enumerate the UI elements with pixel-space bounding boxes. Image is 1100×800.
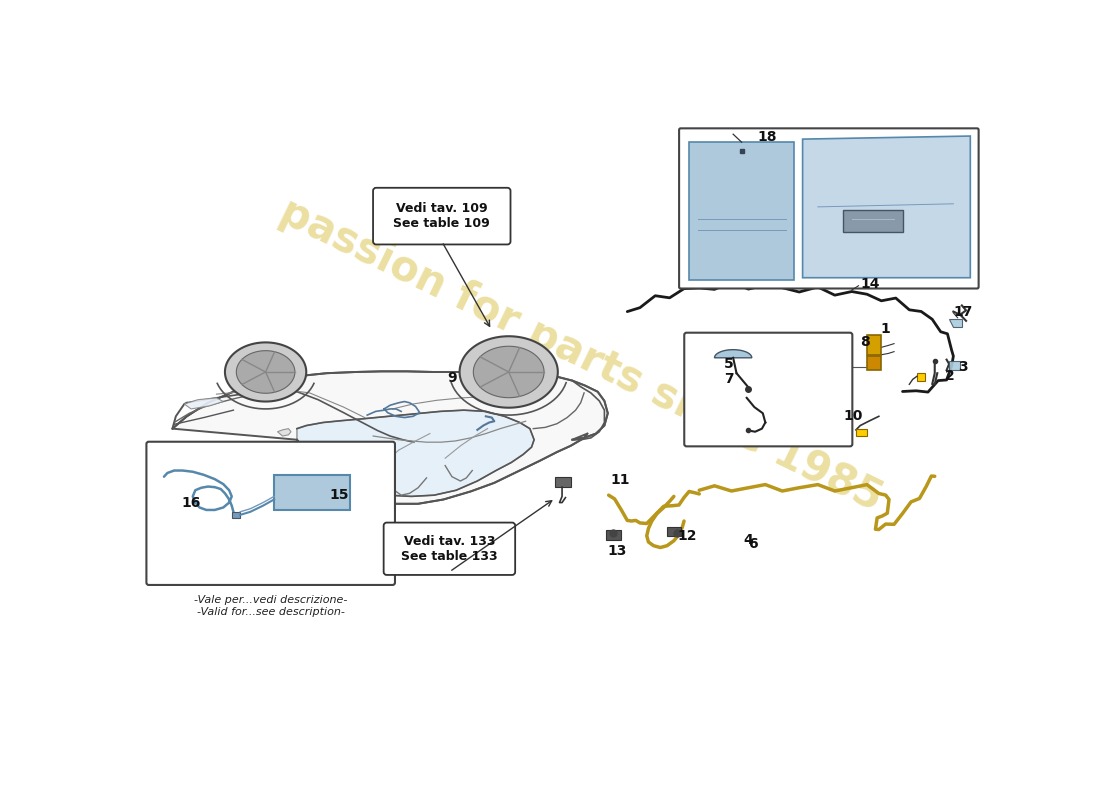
Polygon shape [803, 136, 970, 278]
Text: 9: 9 [447, 371, 456, 385]
Polygon shape [473, 346, 544, 398]
Polygon shape [949, 319, 961, 327]
Polygon shape [232, 512, 240, 518]
Text: 13: 13 [607, 544, 627, 558]
Text: 6: 6 [748, 537, 758, 551]
Polygon shape [274, 475, 350, 510]
Text: 18: 18 [757, 130, 777, 144]
Polygon shape [667, 527, 681, 537]
Text: 3: 3 [958, 360, 968, 374]
Text: 14: 14 [860, 277, 880, 291]
Polygon shape [226, 342, 306, 402]
Polygon shape [689, 142, 794, 279]
Text: passion for parts since 1985: passion for parts since 1985 [273, 190, 889, 519]
Polygon shape [236, 350, 295, 394]
Polygon shape [917, 373, 925, 381]
FancyBboxPatch shape [384, 522, 515, 575]
Text: -Vale per...vedi descrizione-
-Valid for...see description-: -Vale per...vedi descrizione- -Valid for… [194, 595, 348, 617]
Text: 10: 10 [844, 410, 864, 423]
Text: 7: 7 [724, 372, 734, 386]
FancyBboxPatch shape [146, 442, 395, 585]
FancyBboxPatch shape [373, 188, 510, 245]
Text: 16: 16 [182, 495, 201, 510]
Text: 5: 5 [724, 357, 734, 371]
Text: 2: 2 [945, 370, 955, 383]
Polygon shape [844, 210, 902, 231]
FancyBboxPatch shape [679, 128, 979, 289]
Polygon shape [185, 398, 223, 409]
Polygon shape [173, 371, 608, 504]
Polygon shape [867, 335, 881, 354]
Text: Vedi tav. 109
See table 109: Vedi tav. 109 See table 109 [394, 202, 491, 230]
Text: 8: 8 [860, 335, 870, 350]
Text: 17: 17 [953, 305, 972, 318]
Text: 12: 12 [678, 530, 697, 543]
Polygon shape [606, 530, 621, 539]
Polygon shape [277, 429, 292, 436]
Polygon shape [949, 361, 960, 370]
Text: 15: 15 [330, 488, 349, 502]
Polygon shape [460, 336, 558, 408]
Polygon shape [856, 429, 867, 436]
FancyBboxPatch shape [684, 333, 853, 446]
Text: 4: 4 [744, 533, 754, 546]
Text: 11: 11 [610, 473, 630, 486]
Polygon shape [715, 350, 751, 358]
Text: Vedi tav. 133
See table 133: Vedi tav. 133 See table 133 [402, 534, 497, 562]
Polygon shape [556, 477, 571, 487]
Polygon shape [867, 356, 881, 370]
Polygon shape [297, 410, 535, 496]
Text: 1: 1 [881, 322, 891, 336]
